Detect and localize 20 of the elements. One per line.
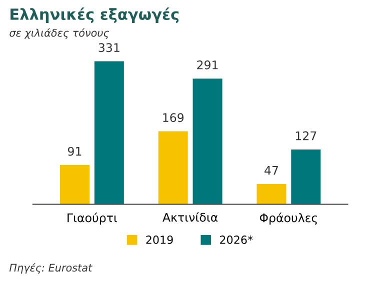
bar (291, 149, 321, 204)
legend-label: 2019 (146, 236, 173, 244)
bar (256, 184, 286, 204)
chart-title: Ελληνικές εξαγωγές (10, 8, 179, 23)
x-tick-label: Ακτινίδια (162, 212, 218, 222)
bar (94, 61, 124, 204)
x-tick-label: Φράουλες (260, 212, 317, 225)
text: Πηγές: Eurostat (9, 263, 92, 274)
data-label: 47 (264, 166, 278, 175)
data-label: 331 (98, 43, 120, 52)
bar (60, 165, 90, 204)
legend-label: 2026* (220, 236, 253, 244)
x-tick-label: Γιαούρτι (68, 212, 118, 225)
bar (158, 131, 188, 204)
bar (192, 78, 222, 204)
data-label: 291 (197, 60, 218, 70)
chart-subtitle: σε χιλιάδες τόνους (10, 28, 110, 39)
data-label: 169 (163, 113, 184, 122)
data-label: 127 (296, 131, 316, 140)
data-label: 91 (68, 146, 82, 156)
